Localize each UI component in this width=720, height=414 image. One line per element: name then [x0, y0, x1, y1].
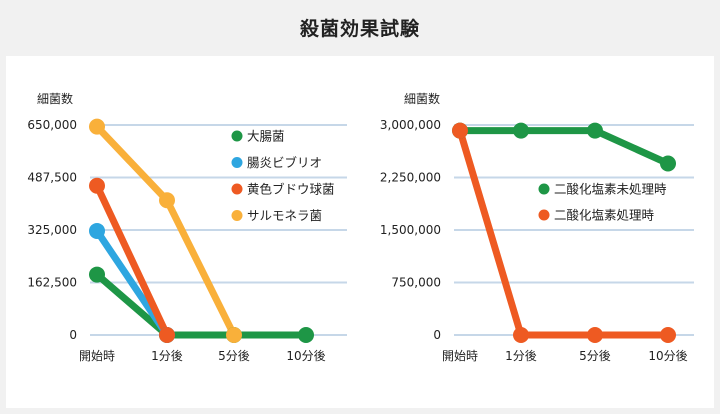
y-tick-label: 3,000,000	[380, 118, 441, 132]
x-tick-label: 5分後	[218, 349, 250, 363]
title-bar: 殺菌効果試験	[0, 0, 720, 54]
x-tick-label: 1分後	[151, 349, 183, 363]
chart-panel: 細菌数 650,000 487,500 325,000 162,500 0 開始時 1分後 5分…	[6, 56, 714, 408]
chart-chlorine-dioxide: 細菌数 3,000,000 2,250,000 1,500,000 750,000 0開始…	[380, 91, 694, 363]
y-tick-label: 487,500	[27, 171, 77, 185]
page-title: 殺菌効果試験	[299, 17, 420, 40]
y-tick-label: 1,500,000	[380, 223, 441, 237]
x-tick-label: 開始時	[442, 349, 478, 363]
x-tick-label: 10分後	[286, 349, 325, 363]
y-tick-label: 325,000	[27, 223, 77, 237]
legend-label: 大腸菌	[247, 129, 285, 144]
legend-label: サルモネラ菌	[247, 208, 322, 223]
data-point	[513, 327, 529, 343]
y-tick-label: 650,000	[27, 118, 77, 132]
y-axis-label: 細菌数	[37, 91, 73, 106]
legend-marker	[538, 183, 550, 195]
data-point	[226, 327, 242, 343]
legend-marker	[231, 157, 243, 168]
data-point	[513, 122, 529, 139]
x-tick-label: 1分後	[505, 349, 537, 363]
data-point	[159, 192, 175, 209]
y-tick-label: 750,000	[391, 276, 441, 290]
y-tick-label: 162,500	[27, 276, 77, 290]
data-point	[587, 122, 603, 139]
data-point	[660, 327, 676, 343]
y-tick-label: 0	[433, 328, 441, 342]
y-tick-label: 2,250,000	[380, 171, 441, 185]
legend-marker	[231, 183, 243, 195]
x-tick-label: 5分後	[579, 349, 611, 363]
data-point	[452, 122, 468, 139]
data-point	[587, 327, 603, 343]
data-point	[89, 266, 105, 283]
legend-marker	[231, 210, 243, 221]
series-line	[93, 271, 310, 339]
data-point	[660, 155, 676, 172]
legend-label: 黄色ブドウ球菌	[247, 182, 335, 197]
data-point	[89, 177, 105, 194]
y-tick-label: 0	[69, 328, 77, 342]
series-line	[93, 182, 171, 339]
legend-marker	[231, 130, 243, 142]
x-tick-label: 開始時	[79, 349, 115, 363]
y-axis-label: 細菌数	[404, 91, 440, 106]
data-point	[89, 222, 105, 239]
data-point	[89, 118, 105, 135]
legend-label: 腸炎ビブリオ	[247, 155, 322, 170]
series-line	[456, 127, 672, 167]
x-tick-label: 10分後	[648, 349, 687, 363]
legend-marker	[538, 209, 550, 221]
series-line	[456, 127, 672, 339]
legend-label: 二酸化塩素処理時	[554, 208, 655, 223]
data-point	[159, 327, 175, 343]
data-point	[298, 327, 314, 343]
legend-label: 二酸化塩素未処理時	[554, 182, 667, 197]
